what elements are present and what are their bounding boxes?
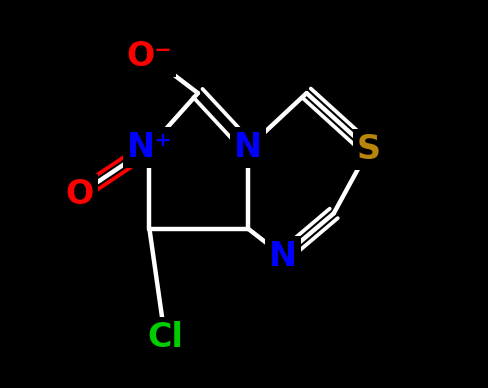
Text: O: O [65, 177, 94, 211]
Text: N⁺: N⁺ [126, 131, 172, 164]
Text: N: N [269, 239, 297, 273]
Text: S: S [356, 133, 380, 166]
Text: O⁻: O⁻ [126, 40, 172, 73]
Text: Cl: Cl [147, 321, 183, 354]
Text: N: N [234, 131, 262, 164]
